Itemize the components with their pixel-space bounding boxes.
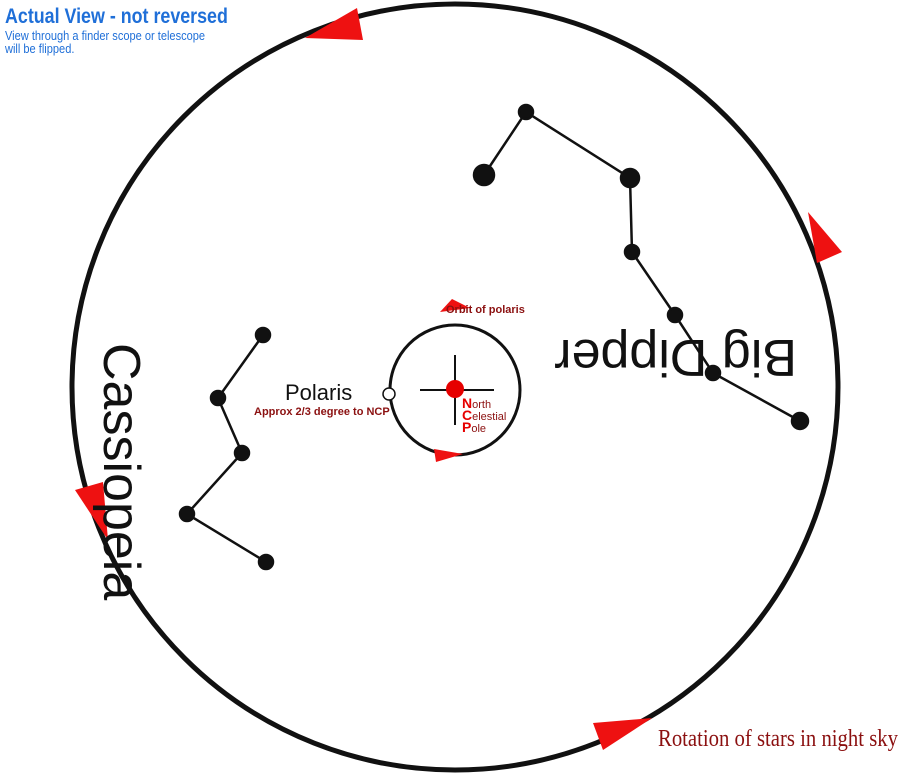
orbit-label: Orbit of polaris	[446, 304, 525, 316]
cassiopeia-star	[209, 389, 227, 407]
cassiopeia-star	[254, 326, 272, 344]
cassiopeia-star	[233, 444, 251, 462]
page-title: Actual View - not reversed	[5, 5, 228, 28]
svg-text:Pole: Pole	[462, 419, 486, 435]
flip-note-line-1: View through a finder scope or telescope	[5, 28, 206, 43]
ncp-rest-north: orth	[472, 399, 491, 411]
cassiopeia-star	[178, 505, 196, 523]
rotation-arrow-top	[305, 8, 363, 40]
rotation-caption: Rotation of stars in night sky	[658, 726, 898, 752]
ncp-initial-n: N	[462, 395, 472, 411]
orbit-arrow-bottom	[434, 449, 463, 462]
cassiopeia-constellation	[178, 326, 275, 571]
rotation-arrow-bottom	[593, 718, 652, 750]
big-dipper-star	[790, 411, 810, 431]
polaris-label: Polaris	[285, 380, 352, 405]
ncp-label: North Celestial Pole	[462, 395, 506, 435]
ncp-rest-pole: ole	[471, 423, 486, 435]
big-dipper-star	[619, 167, 641, 189]
big-dipper-star	[517, 103, 535, 121]
orbit-arrow-top	[440, 299, 470, 312]
rotation-arrow-right	[808, 212, 842, 263]
svg-text:North: North	[462, 395, 491, 411]
ncp-initial-p: P	[462, 419, 471, 435]
flip-note-line-2: will be flipped.	[5, 41, 75, 56]
big-dipper-star	[704, 364, 722, 382]
big-dipper-star	[623, 243, 641, 261]
big-dipper-star	[472, 163, 496, 187]
big-dipper-constellation	[472, 103, 810, 431]
polaris-star	[382, 387, 396, 401]
polaris-distance-label: Approx 2/3 degree to NCP	[254, 406, 390, 418]
ncp-rest-celestial: elestial	[472, 411, 506, 423]
sky-boundary-circle	[69, 1, 841, 773]
cassiopeia-label: Cassiopeia	[92, 343, 150, 600]
north-celestial-pole-dot	[446, 380, 464, 398]
big-dipper-label: Big Dipper	[554, 328, 797, 386]
cassiopeia-star	[257, 553, 275, 571]
big-dipper-star	[666, 306, 684, 324]
ncp-initial-c: C	[462, 407, 472, 423]
svg-text:Celestial: Celestial	[462, 407, 506, 423]
rotation-arrow-left	[75, 482, 108, 540]
